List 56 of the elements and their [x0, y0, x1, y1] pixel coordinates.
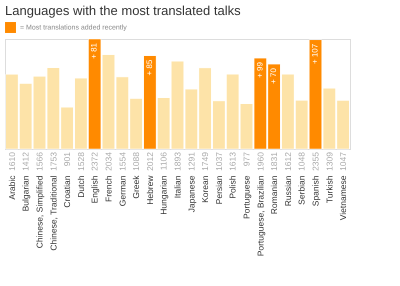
data-label: 1960: [255, 152, 266, 171]
annotation: + 107: [310, 43, 320, 64]
x-tick-label: Romanian: [269, 175, 280, 214]
x-tick-label: Italian: [172, 175, 182, 198]
data-label: 1612: [282, 152, 293, 171]
annotation: + 81: [90, 42, 99, 59]
x-tick-label: Portuguese: [242, 175, 252, 219]
x-tick-label: Hungarian: [158, 175, 169, 215]
data-label: 1088: [131, 152, 142, 171]
x-tick-label: Hebrew: [144, 174, 155, 205]
data-label: 2355: [310, 152, 320, 171]
x-tick-label: Korean: [200, 175, 210, 203]
x-tick-label: Polish: [228, 175, 238, 199]
x-tick-label: Arabic: [6, 174, 17, 200]
data-label: 1412: [20, 152, 31, 171]
annotation: + 70: [269, 68, 278, 84]
x-tick-label: Spanish: [310, 175, 320, 206]
data-label: 1048: [296, 152, 307, 171]
data-label: 1037: [214, 152, 224, 171]
annotation: + 85: [144, 59, 154, 76]
x-tick-label: Greek: [131, 174, 142, 199]
data-label: 1831: [269, 152, 280, 171]
data-label: 2034: [104, 152, 114, 171]
x-tick-label: French: [104, 175, 114, 202]
x-tick-label: German: [117, 175, 128, 206]
x-tick-label: Chinese, Traditional: [48, 175, 58, 251]
x-tick-label: Bulgarian: [20, 175, 31, 212]
annotation: + 99: [255, 62, 264, 78]
x-tick-label: Japanese: [186, 175, 196, 212]
x-tick-label: Chinese, Simplified: [34, 175, 44, 248]
x-tick-label: Vietnamese: [338, 175, 348, 220]
x-tick-label: Dutch: [76, 175, 86, 198]
data-label: 901: [62, 152, 72, 166]
data-label: 977: [242, 152, 252, 166]
data-label: 1528: [76, 152, 86, 171]
x-tick-label: Serbian: [296, 175, 307, 205]
data-label: 1753: [48, 152, 58, 171]
x-tick-label: Russian: [282, 175, 293, 206]
data-label: 2012: [144, 152, 155, 171]
data-label: 1566: [34, 152, 44, 171]
data-label: 1613: [228, 152, 238, 171]
data-label: 1610: [6, 152, 17, 171]
data-label: 1893: [172, 152, 182, 171]
data-label: 1554: [117, 152, 128, 171]
x-tick-label: Persian: [214, 175, 224, 204]
data-label: 1047: [338, 152, 348, 171]
chart-title: Languages with the most translated talks: [5, 3, 242, 18]
x-tick-label: Portuguese, Brazilian: [255, 175, 266, 256]
x-tick-label: English: [90, 175, 100, 204]
data-label: 1309: [324, 152, 334, 171]
x-tick-label: Turkish: [324, 175, 334, 204]
x-tick-label: Croatian: [62, 175, 72, 208]
data-label: 1291: [186, 152, 196, 171]
data-label: 1749: [200, 152, 210, 171]
data-label: 2372: [90, 152, 100, 171]
data-label: 1106: [158, 152, 169, 170]
